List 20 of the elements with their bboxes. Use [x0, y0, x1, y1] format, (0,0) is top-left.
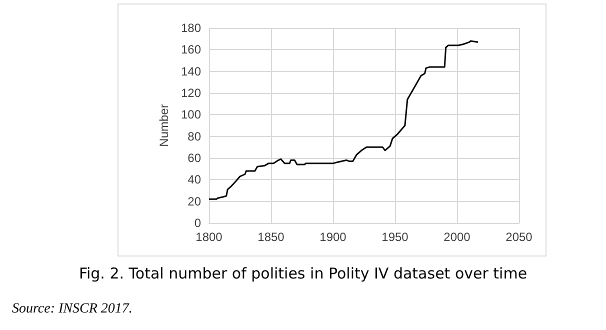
x-tick-label: 1850 — [258, 230, 285, 244]
y-tick-label: 80 — [188, 129, 202, 144]
line-series — [208, 40, 479, 200]
y-tick-label: 180 — [180, 21, 202, 35]
x-tick-label: 1950 — [382, 230, 409, 244]
y-tick-label: 120 — [180, 86, 202, 100]
y-tick-label: 60 — [188, 151, 202, 165]
y-tick-label: 140 — [180, 64, 202, 78]
y-tick-label: 100 — [180, 108, 202, 122]
x-tick-label: 2000 — [444, 230, 471, 244]
y-tick-label: 40 — [188, 172, 202, 187]
y-tick-label: 0 — [194, 216, 202, 230]
y-tick-label: 160 — [180, 42, 202, 57]
x-tick-label: 1800 — [196, 230, 223, 244]
y-axis-title: Number — [157, 104, 172, 147]
text: Fig. 2. Total number of polities in Polity IV dataset over time — [78, 264, 528, 282]
y-tick-label: 20 — [188, 194, 202, 208]
x-tick-label: 1900 — [320, 230, 347, 244]
source-note: Source: INSCR 2017. — [12, 302, 132, 316]
x-tick-label: 2050 — [506, 230, 533, 244]
